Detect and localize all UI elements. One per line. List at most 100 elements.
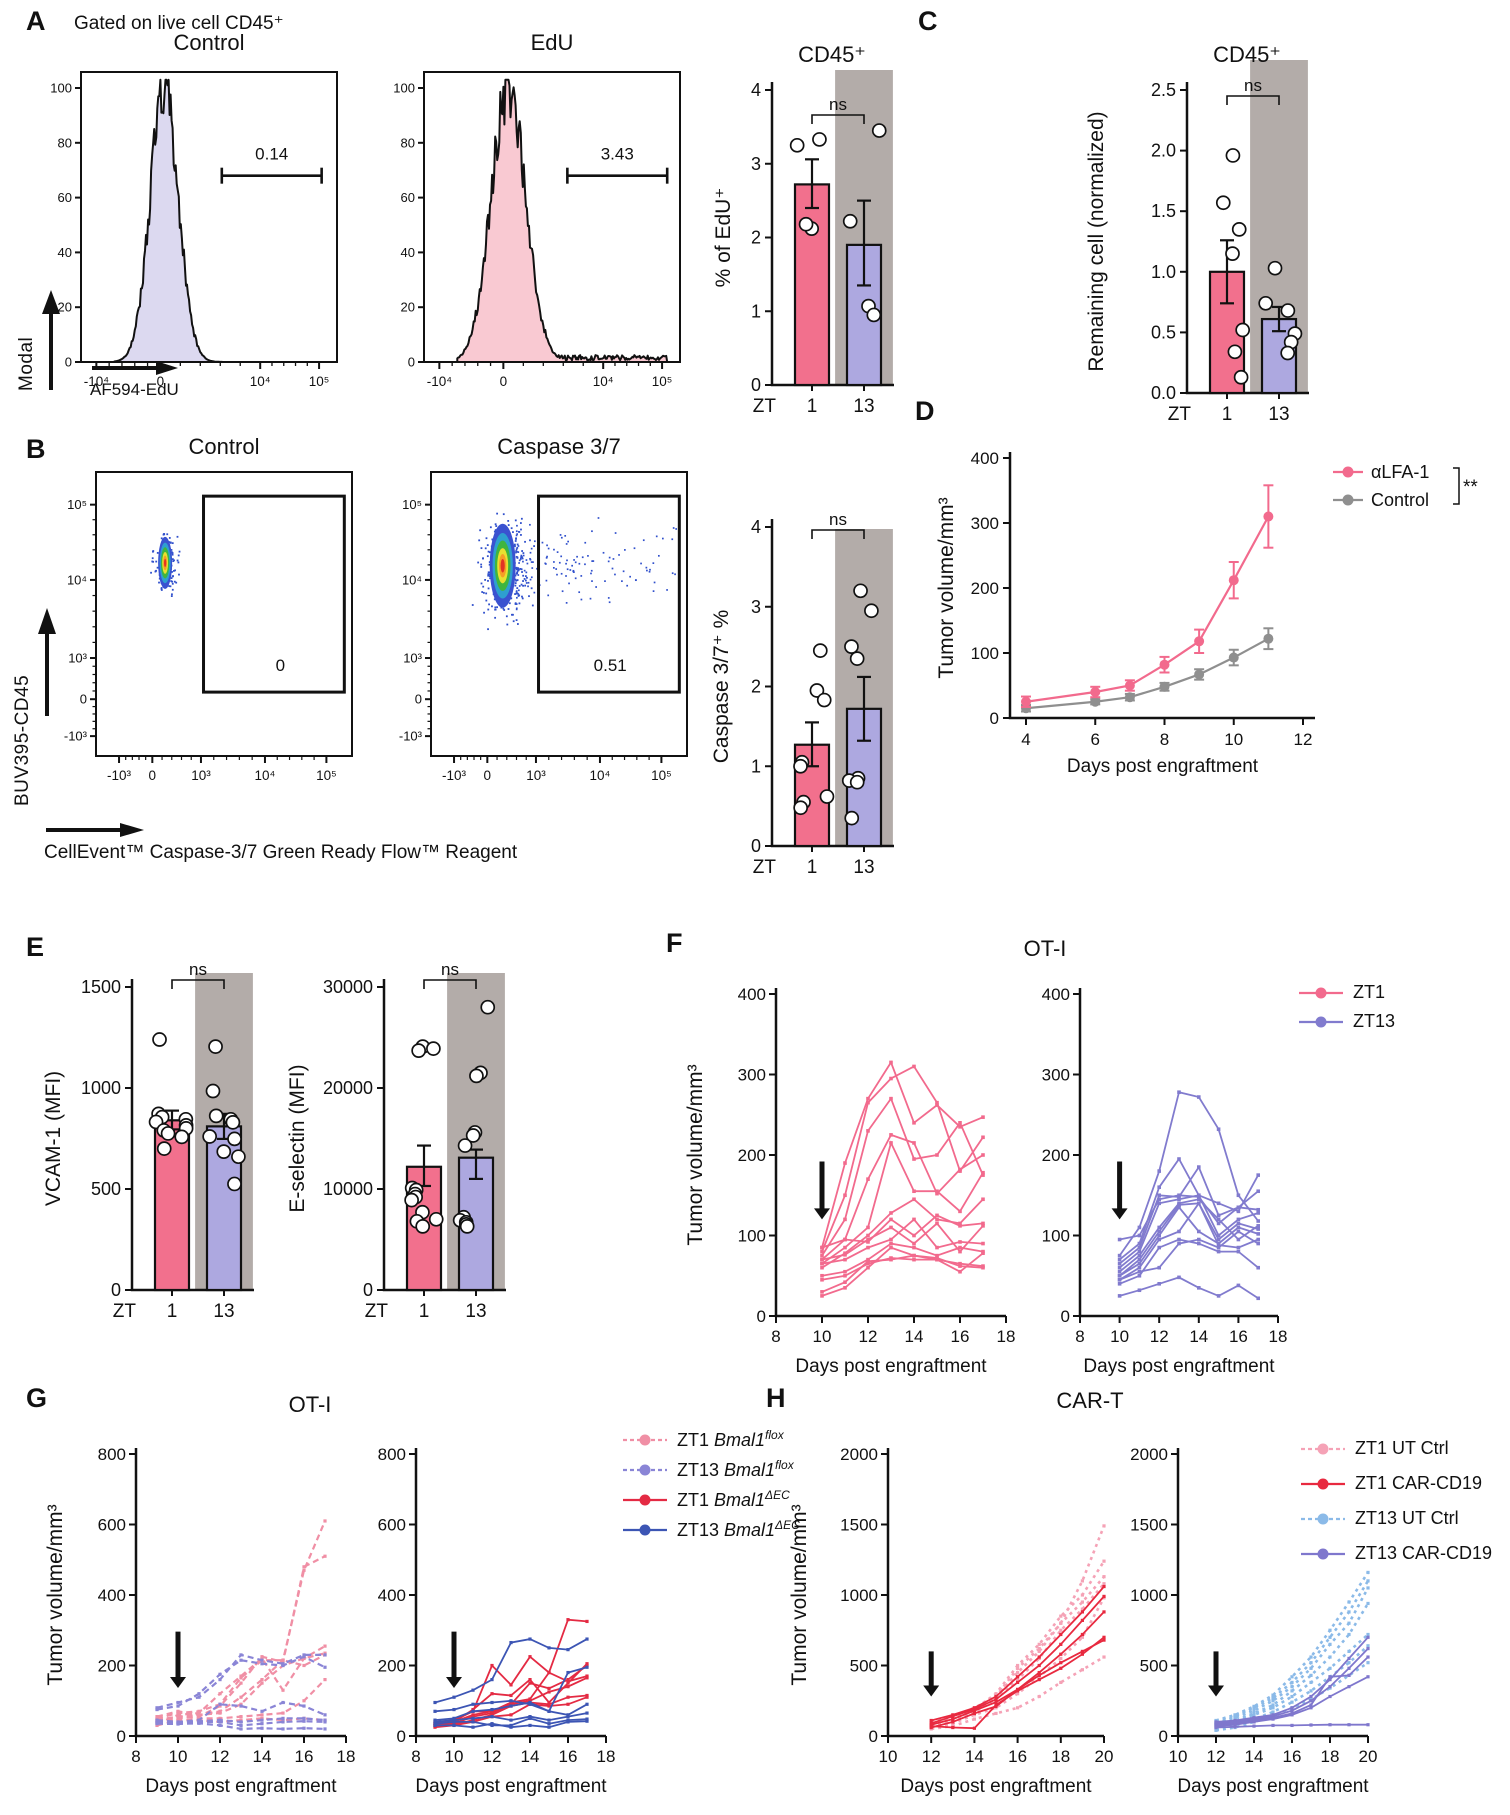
svg-text:1500: 1500 [1130, 1516, 1168, 1535]
eselectin-bar-chart: 0 10000 20000 30000 1 13 ns ZT E-selectin (MFI) [286, 960, 506, 1322]
svg-text:E-selectin (MFI): E-selectin (MFI) [286, 1064, 309, 1212]
svg-text:0: 0 [1159, 1727, 1168, 1746]
svg-text:13: 13 [1268, 404, 1289, 425]
svg-text:ZT: ZT [753, 396, 777, 417]
svg-text:400: 400 [738, 985, 766, 1004]
panel-c-label: C [918, 6, 938, 36]
legend-swatch-icon [623, 1434, 667, 1445]
svg-text:10⁵: 10⁵ [402, 497, 422, 512]
svg-text:Days post engraftment: Days post engraftment [900, 1776, 1092, 1797]
svg-text:10⁵: 10⁵ [316, 768, 337, 783]
svg-text:12: 12 [922, 1747, 941, 1766]
svg-text:0: 0 [157, 374, 165, 389]
legend-label: ZT1 [1353, 982, 1386, 1002]
cellevent-axis-label: CellEvent™ Caspase-3/7 Green Ready Flow™… [44, 842, 518, 863]
legend-swatch-icon [623, 1494, 667, 1505]
panel-a-header: Gated on live cell CD45⁺ [74, 13, 284, 34]
svg-text:Days post engraftment: Days post engraftment [415, 1776, 607, 1797]
svg-text:20000: 20000 [323, 1078, 373, 1098]
svg-text:3.43: 3.43 [601, 145, 634, 164]
svg-text:10⁵: 10⁵ [652, 374, 673, 389]
svg-text:0: 0 [363, 1280, 373, 1300]
svg-text:10⁴: 10⁴ [593, 374, 614, 389]
svg-text:10⁴: 10⁴ [67, 572, 87, 587]
svg-text:ZT: ZT [113, 1301, 137, 1322]
svg-text:Tumor volume/mm³: Tumor volume/mm³ [684, 1064, 707, 1245]
legend-entry: ZT1 CAR-CD19 [1300, 1473, 1492, 1494]
svg-text:Tumor volume/mm³: Tumor volume/mm³ [935, 497, 958, 678]
svg-text:500: 500 [1140, 1657, 1168, 1676]
svg-text:8: 8 [411, 1747, 420, 1766]
modal-axis-label: Modal [16, 336, 37, 391]
svg-text:12: 12 [483, 1747, 502, 1766]
svg-text:16: 16 [559, 1747, 578, 1766]
legend-swatch-icon [1299, 987, 1343, 998]
svg-text:0: 0 [111, 1280, 121, 1300]
svg-text:10: 10 [169, 1747, 188, 1766]
buv395-axis-label: BUV395-CD45 [12, 674, 33, 806]
svg-text:400: 400 [98, 1586, 126, 1605]
svg-text:10³: 10³ [526, 768, 546, 783]
svg-text:100: 100 [971, 644, 999, 663]
svg-text:100: 100 [738, 1227, 766, 1246]
svg-text:20: 20 [58, 300, 72, 315]
svg-text:16: 16 [1229, 1327, 1248, 1346]
svg-text:40: 40 [401, 245, 415, 260]
svg-text:2: 2 [751, 228, 761, 248]
svg-text:300: 300 [738, 1066, 766, 1085]
panel-f-label: F [666, 928, 683, 958]
svg-text:12: 12 [1150, 1327, 1169, 1346]
svg-text:0: 0 [1061, 1307, 1070, 1326]
svg-text:300: 300 [971, 514, 999, 533]
svg-text:VCAM-1 (MFI): VCAM-1 (MFI) [42, 1071, 65, 1206]
panel-g-label: G [26, 1383, 48, 1413]
svg-text:12: 12 [1207, 1747, 1226, 1766]
svg-text:10: 10 [1224, 730, 1243, 749]
legend-label: ZT1 Bmal1ΔEC [677, 1488, 790, 1510]
svg-text:600: 600 [98, 1516, 126, 1535]
legend-label: ZT1 Bmal1flox [677, 1428, 784, 1450]
bmal1-dec-spaghetti-chart: 0 200 400 600 800 8 10 12 14 16 18 Days post engraf… [378, 1445, 616, 1797]
svg-text:1000: 1000 [1130, 1586, 1168, 1605]
svg-text:0: 0 [751, 375, 761, 395]
legend-entry: ZT13 [1298, 1011, 1395, 1032]
svg-text:1500: 1500 [840, 1516, 878, 1535]
svg-text:400: 400 [1042, 985, 1070, 1004]
svg-text:10⁴: 10⁴ [402, 572, 422, 587]
svg-text:-10³: -10³ [64, 729, 88, 744]
legend-swatch-icon [623, 1464, 667, 1475]
svg-text:0.0: 0.0 [1151, 383, 1176, 403]
svg-text:Caspase 3/7: Caspase 3/7 [497, 434, 621, 459]
svg-text:1000: 1000 [840, 1586, 878, 1605]
legend-swatch-icon [1299, 1016, 1343, 1027]
vcam1-bar-chart: 0 500 1000 1500 1 13 ns ZT VCAM-1 (MFI) [42, 960, 254, 1322]
svg-text:ns: ns [441, 960, 459, 979]
svg-text:18: 18 [597, 1747, 616, 1766]
flow-histogram-edu: EdU 0 20 40 60 80 100 -10⁴ 0 10⁴ 10⁵ 3.43 [393, 30, 681, 389]
svg-text:Remaining cell (normalized): Remaining cell (normalized) [1085, 111, 1108, 371]
svg-text:0: 0 [757, 1307, 766, 1326]
af594-axis-label: AF594-EdU [90, 380, 179, 399]
caspase-bar-chart: 0 1 2 3 4 1 13 ns ZT Caspase 3/7⁺ % [710, 510, 894, 878]
svg-text:14: 14 [905, 1327, 924, 1346]
svg-text:-10³: -10³ [107, 768, 132, 783]
svg-text:0: 0 [751, 836, 761, 856]
svg-text:8: 8 [131, 1747, 140, 1766]
svg-text:αLFA-1: αLFA-1 [1371, 462, 1429, 482]
legend-label: ZT13 [1353, 1011, 1396, 1031]
svg-text:200: 200 [1042, 1146, 1070, 1165]
svg-text:0: 0 [80, 692, 87, 707]
svg-text:8: 8 [771, 1327, 780, 1346]
svg-text:0.14: 0.14 [255, 145, 288, 164]
svg-text:14: 14 [1189, 1327, 1208, 1346]
svg-text:800: 800 [98, 1445, 126, 1464]
legend-swatch-icon [623, 1524, 667, 1535]
legend-entry: ZT13 Bmal1flox [622, 1458, 800, 1481]
svg-text:30000: 30000 [323, 977, 373, 997]
svg-text:400: 400 [378, 1586, 406, 1605]
legend-entry: ZT1 [1298, 982, 1395, 1003]
edu-bar-chart: 0 1 2 3 4 1 13 ns ZT CD45⁺ % of EdU⁺ [712, 42, 894, 417]
svg-text:EdU: EdU [531, 30, 574, 55]
